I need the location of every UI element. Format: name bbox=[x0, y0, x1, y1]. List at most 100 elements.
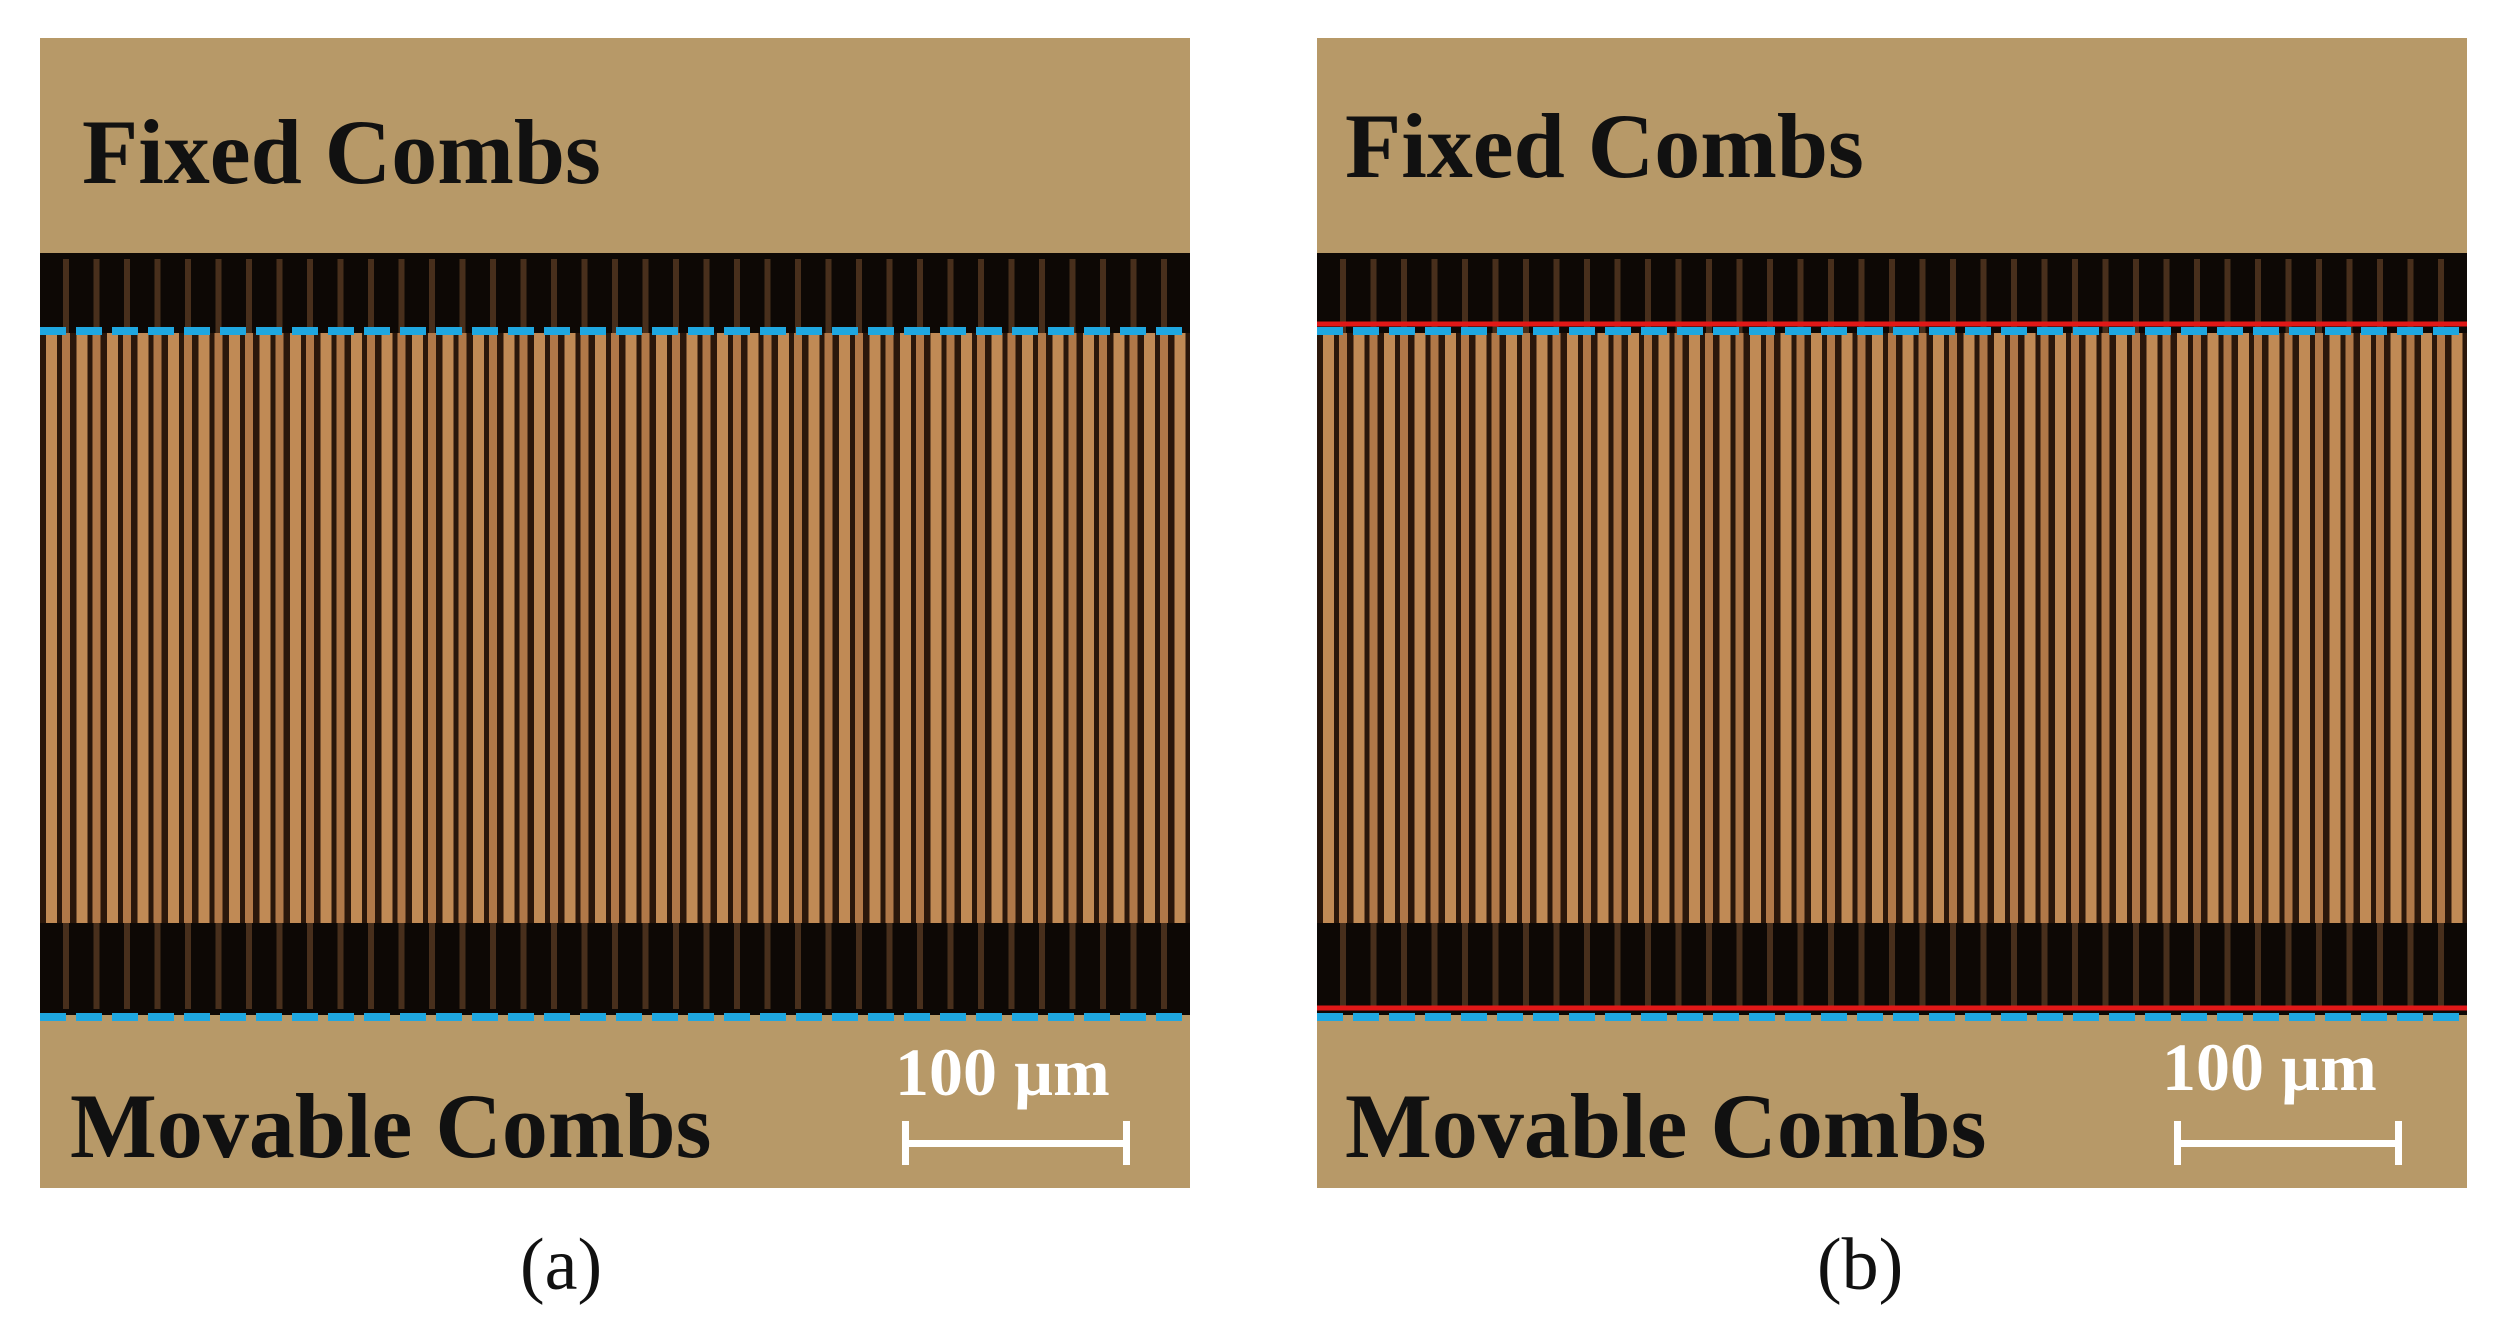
backbone-slot bbox=[856, 923, 862, 1009]
backbone-slot bbox=[825, 259, 832, 333]
scale-bar-label-b: 100 µm bbox=[2162, 1029, 2377, 1105]
backbone-slot bbox=[2163, 259, 2170, 333]
panel-caption-a: (a) bbox=[520, 1224, 603, 1306]
backbone-slot bbox=[1736, 923, 1743, 1009]
comb-finger bbox=[869, 333, 881, 923]
comb-finger bbox=[946, 333, 955, 923]
backbone-slot bbox=[1889, 259, 1895, 333]
comb-finger bbox=[2451, 333, 2463, 923]
comb-finger bbox=[458, 333, 467, 923]
comb-finger bbox=[2223, 333, 2232, 923]
backbone-slot bbox=[1950, 259, 1956, 333]
backbone-slot bbox=[1161, 259, 1167, 333]
comb-finger bbox=[1674, 333, 1683, 923]
comb-finger bbox=[1918, 333, 1927, 923]
comb-finger bbox=[1583, 333, 1591, 923]
backbone-slot bbox=[307, 259, 313, 333]
comb-finger bbox=[92, 333, 101, 923]
backbone-slot bbox=[612, 259, 618, 333]
backbone-slot bbox=[978, 923, 984, 1009]
backbone-slot bbox=[886, 923, 893, 1009]
comb-finger bbox=[824, 333, 833, 923]
backbone-slot bbox=[154, 923, 161, 1009]
comb-finger bbox=[885, 333, 894, 923]
comb-finger bbox=[1430, 333, 1439, 923]
backbone-slot bbox=[368, 259, 374, 333]
backbone-slot bbox=[520, 259, 527, 333]
backbone-slot bbox=[1008, 923, 1015, 1009]
backbone-slot bbox=[368, 923, 374, 1009]
comb-finger bbox=[412, 333, 423, 923]
backbone-slot bbox=[734, 259, 740, 333]
backbone-slot bbox=[1523, 923, 1529, 1009]
backbone-slot bbox=[2011, 259, 2017, 333]
backbone-slot bbox=[2072, 259, 2078, 333]
backbone-slot bbox=[1431, 923, 1438, 1009]
backbone-slot bbox=[398, 923, 405, 1009]
backbone-slot bbox=[459, 923, 466, 1009]
backbone-slot bbox=[2041, 923, 2048, 1009]
comb-finger bbox=[214, 333, 223, 923]
backbone-slot bbox=[307, 923, 313, 1009]
backbone-slot bbox=[63, 259, 69, 333]
backbone-slot bbox=[1584, 923, 1590, 1009]
movable-combs-label-b: Movable Combs bbox=[1345, 1075, 1987, 1177]
comb-finger bbox=[198, 333, 210, 923]
comb-finger bbox=[381, 333, 393, 923]
backbone-slot bbox=[764, 259, 771, 333]
comb-finger bbox=[550, 333, 558, 923]
comb-finger bbox=[733, 333, 741, 923]
comb-finger bbox=[1052, 333, 1064, 923]
comb-finger bbox=[977, 333, 985, 923]
comb-finger bbox=[1994, 333, 2005, 923]
backbone-slot bbox=[337, 923, 344, 1009]
backbone-slot bbox=[1736, 259, 1743, 333]
comb-finger bbox=[473, 333, 484, 923]
comb-finger bbox=[686, 333, 698, 923]
backbone-slot bbox=[1340, 259, 1346, 333]
comb-finger bbox=[519, 333, 528, 923]
backbone-slot bbox=[93, 259, 100, 333]
comb-finger bbox=[808, 333, 820, 923]
backbone-slot bbox=[1858, 259, 1865, 333]
comb-finger bbox=[2146, 333, 2158, 923]
comb-finger bbox=[2437, 333, 2445, 923]
backbone-slot bbox=[734, 923, 740, 1009]
comb-finger bbox=[2101, 333, 2110, 923]
comb-drive-image-a bbox=[40, 253, 1190, 1021]
comb-finger bbox=[1369, 333, 1378, 923]
comb-finger bbox=[747, 333, 759, 923]
comb-finger bbox=[1038, 333, 1046, 923]
backbone-slot bbox=[1100, 259, 1106, 333]
comb-finger bbox=[1705, 333, 1713, 923]
comb-finger bbox=[2238, 333, 2249, 923]
comb-finger bbox=[336, 333, 345, 923]
comb-finger bbox=[1174, 333, 1186, 923]
backbone-slot bbox=[1370, 259, 1377, 333]
backbone-slot bbox=[947, 923, 954, 1009]
comb-finger bbox=[1613, 333, 1622, 923]
backbone-slot bbox=[1492, 923, 1499, 1009]
comb-finger bbox=[1160, 333, 1168, 923]
backbone-slot bbox=[1462, 923, 1468, 1009]
scale-bar-tick-right bbox=[2395, 1121, 2402, 1165]
comb-finger bbox=[290, 333, 301, 923]
backbone-slot bbox=[1919, 259, 1926, 333]
comb-finger bbox=[1902, 333, 1914, 923]
backbone-slot bbox=[581, 923, 588, 1009]
backbone-slot bbox=[2072, 923, 2078, 1009]
comb-finger bbox=[442, 333, 454, 923]
comb-finger bbox=[1400, 333, 1408, 923]
backbone-slot bbox=[703, 923, 710, 1009]
backbone-slot bbox=[825, 923, 832, 1009]
backbone-slot bbox=[1645, 259, 1651, 333]
backbone-slot bbox=[1706, 923, 1712, 1009]
backbone-slot bbox=[642, 923, 649, 1009]
comb-finger bbox=[1384, 333, 1395, 923]
comb-finger bbox=[991, 333, 1003, 923]
movable-combs-label-a: Movable Combs bbox=[70, 1075, 712, 1177]
backbone-slot bbox=[276, 923, 283, 1009]
backbone-slot bbox=[1828, 923, 1834, 1009]
backbone-slot bbox=[1130, 923, 1137, 1009]
comb-finger bbox=[1796, 333, 1805, 923]
